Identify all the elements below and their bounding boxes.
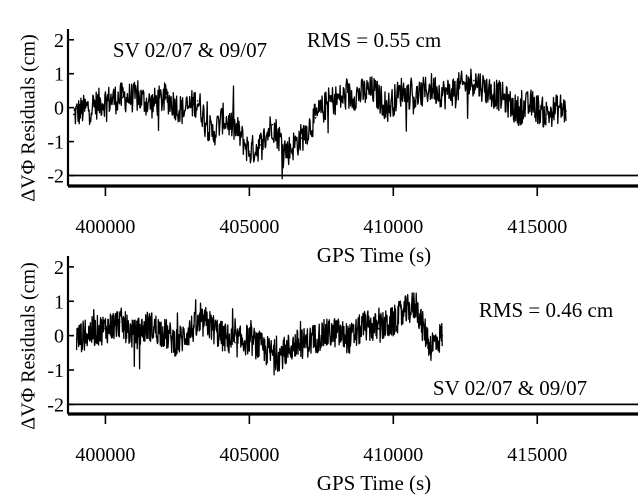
series-point <box>291 345 294 347</box>
rms-annotation: RMS = 0.46 cm <box>479 298 613 322</box>
series-point <box>401 89 403 92</box>
series-point <box>530 103 533 106</box>
y-axis-title: ΔVΦ Residuals (cm) <box>18 262 40 429</box>
series-point <box>150 103 153 106</box>
top-panel: ΔVΦ Residuals (cm) RMS = 0.55 cm SV 02/0… <box>18 28 638 267</box>
series-point <box>222 117 225 119</box>
series-point <box>72 113 75 116</box>
series-point <box>277 355 279 358</box>
y-tick-label: -1 <box>47 360 64 382</box>
series-point <box>165 96 167 99</box>
y-tick-label: 1 <box>54 291 64 313</box>
series-point <box>90 331 92 334</box>
series-point <box>262 348 265 351</box>
residual-series-line <box>73 68 567 180</box>
series-point <box>458 86 461 89</box>
series-point <box>415 96 418 99</box>
y-tick-label: -1 <box>47 132 64 154</box>
series-point <box>516 110 518 112</box>
series-point <box>104 327 107 330</box>
series-point <box>237 130 239 133</box>
series-point <box>357 93 360 95</box>
sv-annotation: SV 02/07 & 09/07 <box>433 376 587 400</box>
series-point <box>545 113 547 116</box>
y-tick-label: 2 <box>54 30 64 52</box>
y-axis-label: ΔVΦ Residuals (cm) <box>18 262 40 429</box>
series-point <box>329 100 331 102</box>
series-point <box>363 324 366 327</box>
x-tick-label: 400000 <box>75 216 135 238</box>
x-tick-label: 410000 <box>363 444 423 466</box>
x-tick-label: 405000 <box>219 216 279 238</box>
series-point <box>501 96 504 99</box>
series-point <box>121 96 124 99</box>
series-point <box>441 334 444 337</box>
series-point <box>306 341 308 344</box>
series-point <box>372 89 374 92</box>
x-tick-label: 410000 <box>363 216 423 238</box>
sv-annotation: SV 02/07 & 09/07 <box>113 38 267 62</box>
y-axis-label: ΔVΦ Residuals (cm) <box>18 34 40 201</box>
series-point <box>219 334 222 337</box>
series-point <box>205 321 207 323</box>
series-point <box>559 106 562 109</box>
x-axis-title: GPS Time (s) <box>317 471 431 495</box>
y-tick-label: -2 <box>47 394 64 416</box>
series-point <box>487 89 490 92</box>
series-point <box>211 133 213 136</box>
series-point <box>349 338 351 340</box>
series-point <box>334 331 337 334</box>
series-point <box>378 327 380 330</box>
y-tick-label: -2 <box>47 166 64 188</box>
series-point <box>136 96 138 99</box>
series-point <box>386 106 389 109</box>
series-point <box>133 334 136 337</box>
series-point <box>182 110 184 112</box>
series-point <box>147 324 150 327</box>
series-point <box>196 100 199 102</box>
series-point <box>473 79 475 82</box>
series-point <box>565 110 567 112</box>
series-point <box>190 327 193 330</box>
x-axis-title: GPS Time (s) <box>317 243 431 267</box>
series-point <box>404 310 406 313</box>
series-point <box>300 137 302 139</box>
y-tick-label: 0 <box>54 326 64 348</box>
series-point <box>104 100 107 102</box>
x-tick-label: 400000 <box>75 444 135 466</box>
series-point <box>392 321 395 323</box>
series-point <box>176 341 179 344</box>
series-point <box>285 150 288 153</box>
series-point <box>119 321 121 323</box>
series-point <box>75 338 78 340</box>
series-point <box>162 331 164 334</box>
series-point <box>421 324 423 327</box>
y-tick-label: 0 <box>54 98 64 120</box>
x-tick-label: 415000 <box>507 444 567 466</box>
residual-series-line <box>75 292 443 376</box>
rms-annotation: RMS = 0.55 cm <box>307 28 441 52</box>
series-point <box>314 117 317 119</box>
series-point <box>429 86 432 89</box>
series-point <box>320 334 323 337</box>
series-point <box>429 345 432 347</box>
bottom-panel: ΔVΦ Residuals (cm) RMS = 0.46 cm SV 02/0… <box>18 256 638 495</box>
series-point <box>415 303 418 306</box>
series-point <box>271 123 274 126</box>
series-point <box>260 144 262 146</box>
y-tick-label: 2 <box>54 257 64 279</box>
series-point <box>248 150 251 153</box>
series-point <box>248 338 251 340</box>
x-tick-label: 405000 <box>219 444 279 466</box>
series-point <box>444 93 446 95</box>
y-tick-label: 1 <box>54 64 64 86</box>
x-tick-label: 415000 <box>507 216 567 238</box>
y-axis-title: ΔVΦ Residuals (cm) <box>18 34 40 201</box>
series-point <box>343 96 346 99</box>
series-point <box>234 341 236 344</box>
series-point <box>87 106 89 109</box>
